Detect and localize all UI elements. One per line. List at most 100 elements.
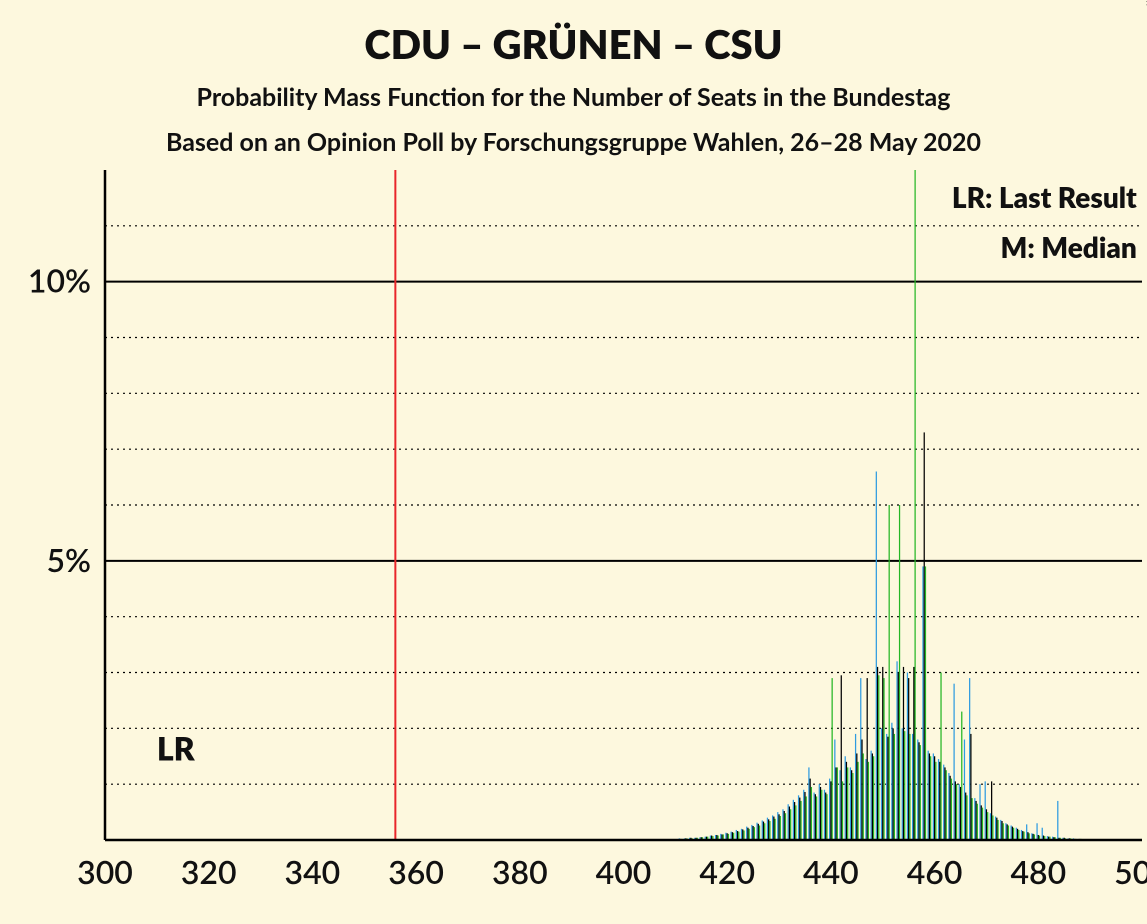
bar-blue <box>782 809 783 840</box>
copyright-text: © 2020 Filip van Laenen <box>1143 0 1147 6</box>
bar-black <box>924 432 925 840</box>
x-tick-label: 500 <box>1114 852 1147 891</box>
bar-black <box>773 817 774 840</box>
bar-blue <box>850 767 851 840</box>
bar-black <box>955 781 956 840</box>
bar-green <box>816 796 817 840</box>
bar-green <box>894 734 895 840</box>
bar-blue <box>881 728 882 840</box>
bar-blue <box>772 815 773 840</box>
bar-blue <box>912 734 913 840</box>
bar-blue <box>813 793 814 840</box>
bar-blue <box>834 740 835 841</box>
bar-black <box>742 829 743 840</box>
bar-blue <box>871 751 872 840</box>
bar-blue <box>1021 830 1022 840</box>
plot-area: 5%10%300320340360380400420440460480500LR… <box>105 170 1147 920</box>
bar-green <box>977 804 978 840</box>
bar-green <box>1013 828 1014 840</box>
bar-black <box>794 802 795 840</box>
bar-blue <box>902 728 903 840</box>
bar-blue <box>943 765 944 840</box>
x-tick-label: 320 <box>181 852 237 891</box>
bar-green <box>800 801 801 840</box>
x-tick-label: 400 <box>596 852 652 891</box>
x-tick-label: 480 <box>1010 852 1066 891</box>
bar-blue <box>829 779 830 840</box>
bar-blue <box>731 832 732 840</box>
bar-black <box>882 667 883 840</box>
bar-black <box>892 728 893 840</box>
x-tick-label: 380 <box>492 852 548 891</box>
bar-green <box>795 805 796 840</box>
bar-green <box>769 821 770 840</box>
bar-black <box>887 737 888 840</box>
bar-blue <box>886 734 887 840</box>
bar-green <box>743 831 744 840</box>
lr-label: LR <box>157 729 196 768</box>
bar-green <box>1003 823 1004 840</box>
bar-black <box>913 667 914 840</box>
bar-black <box>1001 821 1002 840</box>
bar-green <box>940 673 941 841</box>
bar-green <box>1008 825 1009 840</box>
bar-black <box>861 740 862 841</box>
bar-blue <box>736 830 737 840</box>
bar-blue <box>860 678 861 840</box>
bar-green <box>852 773 853 840</box>
legend-item: LR: Last Result <box>952 180 1137 214</box>
bar-green <box>930 756 931 840</box>
bar-black <box>960 787 961 840</box>
bar-black <box>908 678 909 840</box>
bar-blue <box>1057 801 1058 840</box>
bar-green <box>832 678 833 840</box>
bar-blue <box>891 723 892 840</box>
bar-black <box>835 767 836 840</box>
bar-black <box>970 734 971 840</box>
bar-green <box>966 795 967 840</box>
bar-black <box>877 667 878 840</box>
bar-blue <box>808 767 809 840</box>
bar-black <box>768 819 769 840</box>
bar-black <box>841 675 842 840</box>
bar-green <box>920 745 921 840</box>
bar-blue <box>917 740 918 841</box>
bar-black <box>753 826 754 840</box>
x-tick-label: 420 <box>699 852 755 891</box>
bar-black <box>804 792 805 840</box>
bar-green <box>899 505 900 840</box>
bar-blue <box>1011 825 1012 840</box>
bar-green <box>909 734 910 840</box>
x-tick-label: 460 <box>907 852 963 891</box>
bar-black <box>898 673 899 841</box>
bar-green <box>935 762 936 840</box>
bar-blue <box>741 829 742 840</box>
bar-green <box>889 505 890 840</box>
x-tick-label: 340 <box>285 852 341 891</box>
bar-green <box>951 779 952 840</box>
bar-green <box>904 731 905 840</box>
bar-black <box>763 822 764 840</box>
bar-black <box>1007 824 1008 840</box>
bar-blue <box>876 472 877 841</box>
bar-green <box>883 678 884 840</box>
bar-blue <box>793 800 794 840</box>
y-tick-label: 10% <box>28 261 91 300</box>
bar-black <box>929 753 930 840</box>
bar-blue <box>953 684 954 840</box>
x-tick-label: 360 <box>388 852 444 891</box>
bar-blue <box>922 566 923 840</box>
bar-black <box>975 801 976 840</box>
bar-blue <box>896 661 897 840</box>
bar-green <box>785 813 786 840</box>
bar-green <box>790 809 791 840</box>
bar-green <box>1023 832 1024 840</box>
chart-title: CDU – GRÜNEN – CSU <box>0 20 1147 68</box>
bar-green <box>987 812 988 840</box>
bar-black <box>846 762 847 840</box>
bar-blue <box>762 820 763 840</box>
bar-black <box>747 828 748 840</box>
bar-green <box>780 816 781 840</box>
bar-black <box>799 798 800 840</box>
bar-green <box>738 832 739 840</box>
